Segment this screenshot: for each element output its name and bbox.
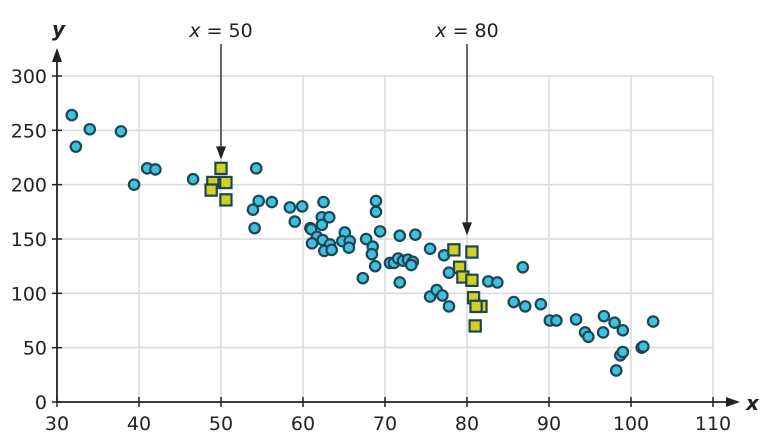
data-point-circle — [550, 314, 563, 327]
data-point-square — [219, 175, 233, 190]
data-point-circle — [569, 313, 583, 326]
data-point-circle — [393, 229, 407, 243]
data-point-circle — [317, 195, 330, 209]
data-point-circle — [596, 326, 610, 339]
data-point-circle — [248, 221, 261, 235]
axes — [52, 48, 740, 407]
data-point-circle — [609, 364, 623, 377]
annotation-label: x = 80 — [434, 20, 498, 42]
y-tick-label: 200 — [11, 175, 47, 197]
data-point-circle — [114, 125, 128, 138]
data-point-circle — [252, 194, 266, 208]
x-tick-label: 100 — [613, 413, 649, 435]
data-point-circle — [288, 215, 302, 228]
x-tick-label: 40 — [127, 413, 151, 435]
y-axis-label: y — [52, 17, 66, 41]
data-point-circle — [534, 297, 548, 311]
data-point-circle — [295, 200, 309, 213]
data-point-circle — [69, 140, 83, 153]
x-tick-label: 70 — [373, 413, 397, 435]
y-tick-label: 300 — [11, 66, 47, 88]
data-point-square — [214, 161, 228, 176]
data-point-circle — [369, 205, 383, 219]
data-point-circle — [305, 237, 319, 250]
data-point-circle — [646, 315, 660, 328]
x-axis-arrow-icon — [726, 397, 740, 407]
data-point-square — [219, 193, 233, 207]
y-tick-label: 0 — [35, 392, 47, 414]
data-point-circle — [436, 289, 449, 302]
annotation-arrows: x = 50 x = 80 — [188, 20, 499, 236]
data-point-circle — [368, 259, 382, 273]
data-point-circle — [127, 178, 141, 191]
x-tick-label: 30 — [45, 413, 69, 435]
x-tick-label: 80 — [455, 413, 479, 435]
tick-labels: 30 40 50 60 70 80 90 100 110 0 50 100 150 200 250 300 — [11, 66, 731, 435]
data-point-circle — [322, 210, 336, 224]
x-tick-label: 90 — [537, 413, 561, 435]
y-tick-label: 50 — [23, 338, 47, 360]
data-point-circle — [616, 323, 630, 337]
data-point-circle — [423, 242, 437, 256]
data-point-square — [465, 273, 479, 287]
data-point-circle — [83, 122, 97, 136]
data-point-circle — [365, 247, 379, 261]
data-point-circle — [65, 108, 79, 122]
circle-data-points — [65, 108, 660, 377]
data-point-square — [465, 245, 479, 259]
data-point-circle — [265, 195, 279, 209]
square-data-points — [204, 161, 488, 333]
data-point-circle — [409, 228, 422, 241]
annotation-arrowhead-icon — [216, 146, 226, 160]
x-tick-label: 60 — [291, 413, 315, 435]
data-point-circle — [582, 330, 595, 344]
annotation-label: x = 50 — [188, 20, 252, 42]
y-tick-label: 100 — [11, 283, 47, 305]
data-point-circle — [356, 271, 370, 285]
data-point-circle — [597, 309, 611, 323]
data-point-circle — [608, 316, 621, 329]
data-point-circle — [442, 300, 456, 313]
data-point-circle — [283, 201, 297, 214]
data-point-circle — [516, 260, 530, 274]
data-point-circle — [149, 163, 162, 176]
data-point-circle — [315, 218, 329, 232]
data-point-circle — [373, 225, 387, 238]
annotation-arrowhead-icon — [462, 222, 472, 236]
grid-lines — [57, 75, 714, 402]
data-point-circle — [359, 232, 373, 246]
data-point-circle — [393, 276, 407, 289]
x-tick-label: 110 — [695, 413, 731, 435]
data-point-square — [204, 183, 218, 197]
data-point-circle — [616, 345, 630, 359]
data-point-circle — [249, 162, 263, 175]
data-point-circle — [442, 266, 456, 279]
y-tick-label: 150 — [11, 229, 47, 251]
data-point-circle — [342, 241, 356, 254]
data-point-circle — [518, 300, 532, 313]
data-point-circle — [491, 276, 504, 289]
data-point-square — [469, 299, 483, 314]
x-axis-label: x — [745, 391, 760, 415]
data-point-circle — [186, 172, 200, 186]
data-point-circle — [369, 194, 383, 208]
data-point-square — [447, 243, 461, 257]
y-axis-arrow-icon — [52, 48, 62, 62]
data-point-circle — [246, 203, 260, 216]
data-point-circle — [404, 258, 418, 272]
y-tick-label: 250 — [11, 120, 47, 142]
data-point-circle — [325, 243, 338, 257]
data-point-circle — [636, 340, 650, 353]
x-tick-label: 50 — [209, 413, 233, 435]
data-point-square — [468, 319, 482, 333]
data-point-circle — [507, 295, 521, 309]
